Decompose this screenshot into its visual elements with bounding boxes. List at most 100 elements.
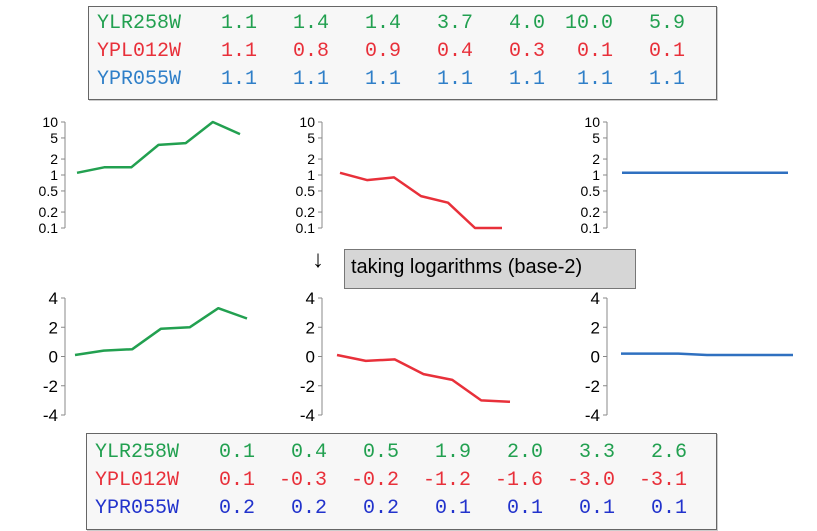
chart-panel: 4 2 0 -2 -4 xyxy=(300,289,511,425)
y-tick-label: 1 xyxy=(307,167,315,183)
y-tick-label: -4 xyxy=(585,406,600,425)
y-tick-label: 5 xyxy=(50,130,58,146)
expression-value: -3.1 xyxy=(638,468,687,492)
y-tick-label: 0 xyxy=(306,348,315,367)
table-row: YLR258W 1.1 1.4 1.4 3.7 4.0 10.0 5.9 xyxy=(97,9,685,37)
y-tick-label: 4 xyxy=(49,289,58,308)
y-tick-label: 10 xyxy=(299,114,315,130)
expression-value: 1.1 xyxy=(220,39,257,63)
expression-value: 0.4 xyxy=(436,39,473,63)
expression-value: 0.5 xyxy=(362,440,399,464)
y-tick-label: 5 xyxy=(307,130,315,146)
expression-value: 0.1 xyxy=(218,440,255,464)
expression-value: 0.1 xyxy=(578,496,615,520)
log-expression-table: YLR258W 0.1 0.4 0.5 1.9 2.0 3.3 2.6 YPL012W 0.1 -0… xyxy=(86,433,717,530)
expression-value: 0.1 xyxy=(650,496,687,520)
y-tick-label: -2 xyxy=(585,377,600,396)
expression-value: 0.1 xyxy=(576,39,613,63)
gene-name: YLR258W xyxy=(95,440,180,464)
expression-value: 5.9 xyxy=(648,11,685,35)
y-tick-label: 4 xyxy=(306,289,315,308)
y-tick-label: -2 xyxy=(43,377,58,396)
gene-name: YPR055W xyxy=(95,496,180,520)
expression-value: 0.1 xyxy=(506,496,543,520)
y-tick-label: 0 xyxy=(591,348,600,367)
y-tick-label: 0.2 xyxy=(581,204,601,220)
expression-value: 3.3 xyxy=(578,440,615,464)
y-tick-label: 2 xyxy=(592,151,600,167)
y-tick-label: 0.2 xyxy=(296,204,316,220)
series-line-red xyxy=(336,353,511,404)
expression-value: 4.0 xyxy=(508,11,545,35)
chart-panel: 105 210.5 0.20.1 xyxy=(39,114,241,236)
expression-value: 0.3 xyxy=(508,39,545,63)
expression-value: -3.0 xyxy=(566,468,615,492)
expression-value: 1.4 xyxy=(292,11,329,35)
expression-value: 1.1 xyxy=(220,11,257,35)
expression-value: 1.1 xyxy=(292,67,329,91)
expression-value: 0.4 xyxy=(290,440,327,464)
y-tick-label: 5 xyxy=(592,130,600,146)
raw-expression-table: YLR258W 1.1 1.4 1.4 3.7 4.0 10.0 5.9 YPL012W 1.1 0… xyxy=(88,6,717,100)
y-tick-label: 0.5 xyxy=(39,183,59,199)
chart-panel: 105 210.5 0.20.1 xyxy=(581,114,788,236)
gene-name: YPL012W xyxy=(97,39,182,63)
gene-name: YLR258W xyxy=(97,11,182,35)
series-line-blue xyxy=(621,352,793,357)
expression-value: 1.1 xyxy=(436,67,473,91)
y-tick-label: 0.2 xyxy=(39,204,59,220)
y-tick-label: 2 xyxy=(307,151,315,167)
chart-panel: 105 210.5 0.20.1 xyxy=(296,114,502,236)
table-row: YPR055W 1.1 1.1 1.1 1.1 1.1 1.1 1.1 xyxy=(97,65,685,93)
y-tick-label: -2 xyxy=(300,377,315,396)
expression-value: 1.1 xyxy=(508,67,545,91)
table-row: YLR258W 0.1 0.4 0.5 1.9 2.0 3.3 2.6 xyxy=(95,438,687,466)
y-tick-label: 0.5 xyxy=(581,183,601,199)
expression-value: 1.1 xyxy=(576,67,613,91)
y-tick-label: 1 xyxy=(592,167,600,183)
expression-value: 0.1 xyxy=(218,468,255,492)
table-row: YPL012W 0.1 -0.3 -0.2 -1.2 -1.6 -3.0 -3.1 xyxy=(95,466,687,494)
expression-value: 0.2 xyxy=(290,496,327,520)
expression-value: 0.8 xyxy=(292,39,329,63)
expression-value: 0.9 xyxy=(364,39,401,63)
gene-name: YPR055W xyxy=(97,67,182,91)
y-tick-label: 2 xyxy=(591,318,600,337)
expression-value: 1.1 xyxy=(364,67,401,91)
y-tick-label: 10 xyxy=(584,114,600,130)
y-tick-label: -4 xyxy=(300,406,315,425)
expression-value: -0.3 xyxy=(278,468,327,492)
expression-value: 2.0 xyxy=(506,440,543,464)
callout-label: taking logarithms (base-2) xyxy=(351,256,583,278)
expression-value: 2.6 xyxy=(650,440,687,464)
expression-value: -1.2 xyxy=(422,468,471,492)
expression-value: 3.7 xyxy=(436,11,473,35)
expression-value: 1.4 xyxy=(364,11,401,35)
y-tick-label: 1 xyxy=(50,167,58,183)
y-tick-label: 2 xyxy=(50,151,58,167)
chart-panel: 4 2 0 -2 -4 xyxy=(43,289,248,425)
y-tick-label: 0.1 xyxy=(581,220,601,236)
expression-value: 0.2 xyxy=(362,496,399,520)
expression-value: 0.1 xyxy=(648,39,685,63)
expression-value: 1.1 xyxy=(220,67,257,91)
chart-panel: 4 2 0 -2 -4 xyxy=(585,289,793,425)
y-tick-label: 2 xyxy=(49,318,58,337)
expression-value: 0.1 xyxy=(434,496,471,520)
series-line-red xyxy=(339,171,502,230)
expression-value: 1.1 xyxy=(648,67,685,91)
y-tick-label: 0.1 xyxy=(296,220,316,236)
y-tick-label: 10 xyxy=(42,114,58,130)
expression-value: 10.0 xyxy=(564,11,613,35)
y-tick-label: 4 xyxy=(591,289,600,308)
table-row: YPL012W 1.1 0.8 0.9 0.4 0.3 0.1 0.1 xyxy=(97,37,685,65)
expression-value: 0.2 xyxy=(218,496,255,520)
expression-value: -0.2 xyxy=(350,468,399,492)
y-tick-label: 0.1 xyxy=(39,220,59,236)
series-line-green xyxy=(74,306,248,357)
y-tick-label: -4 xyxy=(43,406,58,425)
expression-value: -1.6 xyxy=(494,468,543,492)
y-tick-label: 0 xyxy=(49,348,58,367)
table-row: YPR055W 0.2 0.2 0.2 0.1 0.1 0.1 0.1 xyxy=(95,494,687,522)
